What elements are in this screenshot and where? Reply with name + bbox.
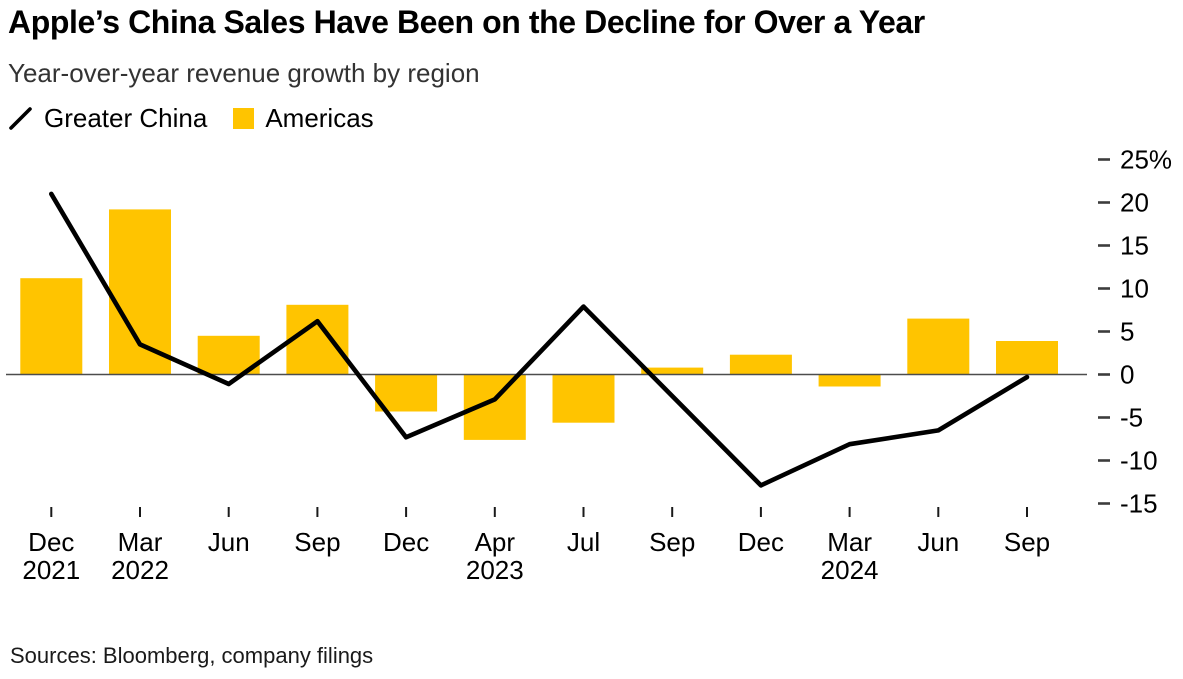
x-tick-month: Apr xyxy=(475,527,516,557)
x-tick-month: Jun xyxy=(917,527,959,557)
y-tick-label: -10 xyxy=(1120,446,1158,476)
legend-item-greater-china: Greater China xyxy=(8,103,207,134)
americas-bar xyxy=(552,374,615,423)
line-series-icon xyxy=(9,107,32,130)
chart-subtitle: Year-over-year revenue growth by region xyxy=(8,58,480,88)
x-tick-month: Sep xyxy=(1004,527,1050,557)
chart-title: Apple’s China Sales Have Been on the Dec… xyxy=(8,4,925,40)
y-tick-label: 0 xyxy=(1120,360,1134,390)
greater-china-line xyxy=(48,191,1030,488)
x-tick-month: Mar xyxy=(118,527,163,557)
legend-label-greater-china: Greater China xyxy=(44,103,208,133)
legend-item-americas: Americas xyxy=(233,103,374,134)
y-tick-label: -5 xyxy=(1120,403,1143,433)
americas-bar xyxy=(109,209,171,375)
x-tick-month: Jun xyxy=(208,527,250,557)
y-tick-label: 20 xyxy=(1120,188,1149,218)
americas-bar xyxy=(197,335,260,375)
americas-bar xyxy=(818,374,881,387)
legend-label-americas: Americas xyxy=(265,103,374,133)
x-tick-month: Mar xyxy=(827,527,872,557)
americas-bar xyxy=(286,304,349,375)
x-tick-month: Dec xyxy=(738,527,784,557)
y-tick-label: 10 xyxy=(1120,274,1149,304)
sources-note: Sources: Bloomberg, company filings xyxy=(10,643,374,668)
x-tick-month: Sep xyxy=(294,527,340,557)
bar-series-swatch-icon xyxy=(233,108,255,129)
y-tick-label: -15 xyxy=(1120,489,1158,519)
y-tick-label: 25% xyxy=(1120,145,1172,175)
x-tick-month: Dec xyxy=(28,527,74,557)
americas-bar xyxy=(729,354,792,375)
americas-bar xyxy=(996,341,1058,375)
americas-bar xyxy=(463,374,526,440)
americas-bar xyxy=(907,318,970,375)
y-tick-label: 15 xyxy=(1120,231,1149,261)
x-tick-year: 2022 xyxy=(111,555,169,585)
americas-bar xyxy=(641,367,704,375)
americas-bar xyxy=(375,374,438,412)
x-tick-month: Sep xyxy=(649,527,695,557)
americas-bar xyxy=(20,278,83,375)
x-tick-year: 2021 xyxy=(22,555,80,585)
y-tick-label: 5 xyxy=(1120,317,1134,347)
x-tick-year: 2024 xyxy=(821,555,879,585)
chart-legend: Greater China Americas xyxy=(8,103,374,134)
x-tick-month: Dec xyxy=(383,527,429,557)
x-tick-year: 2023 xyxy=(466,555,524,585)
x-tick-month: Jul xyxy=(567,527,600,557)
